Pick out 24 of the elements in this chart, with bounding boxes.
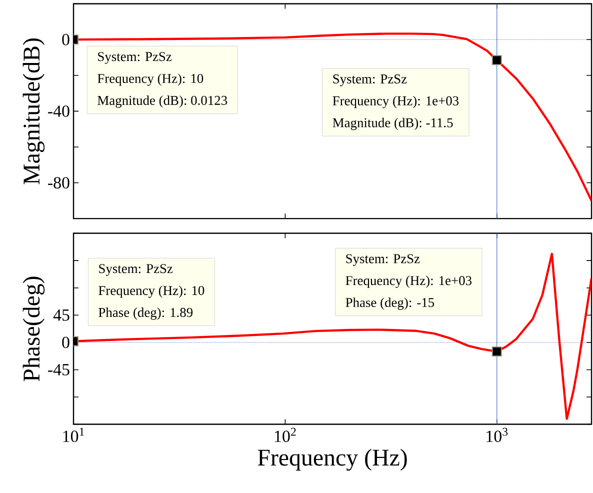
x-axis-title: Frequency (Hz) <box>258 448 407 471</box>
y-axis-title: Phase(deg) <box>22 276 45 382</box>
x-tick-label: 10$^{2}$ <box>274 428 296 442</box>
annotation: System: PzSz <box>99 264 173 276</box>
y-tick-label: -45 <box>48 364 70 376</box>
annotation: Magnitude (dB): 0.0123 <box>98 96 228 108</box>
y-tick-label: -40 <box>48 105 70 117</box>
annotation: Magnitude (dB): -11.5 <box>332 118 453 130</box>
y-axis-title: Magnitude(dB) <box>22 38 45 184</box>
annotation: Frequency (Hz): 1e+03 <box>346 276 472 288</box>
annotation: Phase (deg): -15 <box>346 298 434 310</box>
annotation: Frequency (Hz): 1e+03 <box>332 96 459 108</box>
annotation: System: PzSz <box>333 74 407 86</box>
annotation: Frequency (Hz): 10 <box>98 286 204 298</box>
y-tick-label: 45 <box>53 309 70 321</box>
y-tick-label: 0 <box>62 34 70 46</box>
x-tick-label: 10$^{3}$ <box>486 428 508 442</box>
y-tick-label: 0 <box>62 336 70 348</box>
y-tick-label: -80 <box>48 177 70 189</box>
annotation: System: PzSz <box>346 254 420 266</box>
annotation: Phase (deg): 1.89 <box>98 308 193 320</box>
x-tick-label: 10$^{1}$ <box>63 428 84 442</box>
annotation: Frequency (Hz): 10 <box>98 74 204 86</box>
annotation: System: PzSz <box>98 52 172 64</box>
